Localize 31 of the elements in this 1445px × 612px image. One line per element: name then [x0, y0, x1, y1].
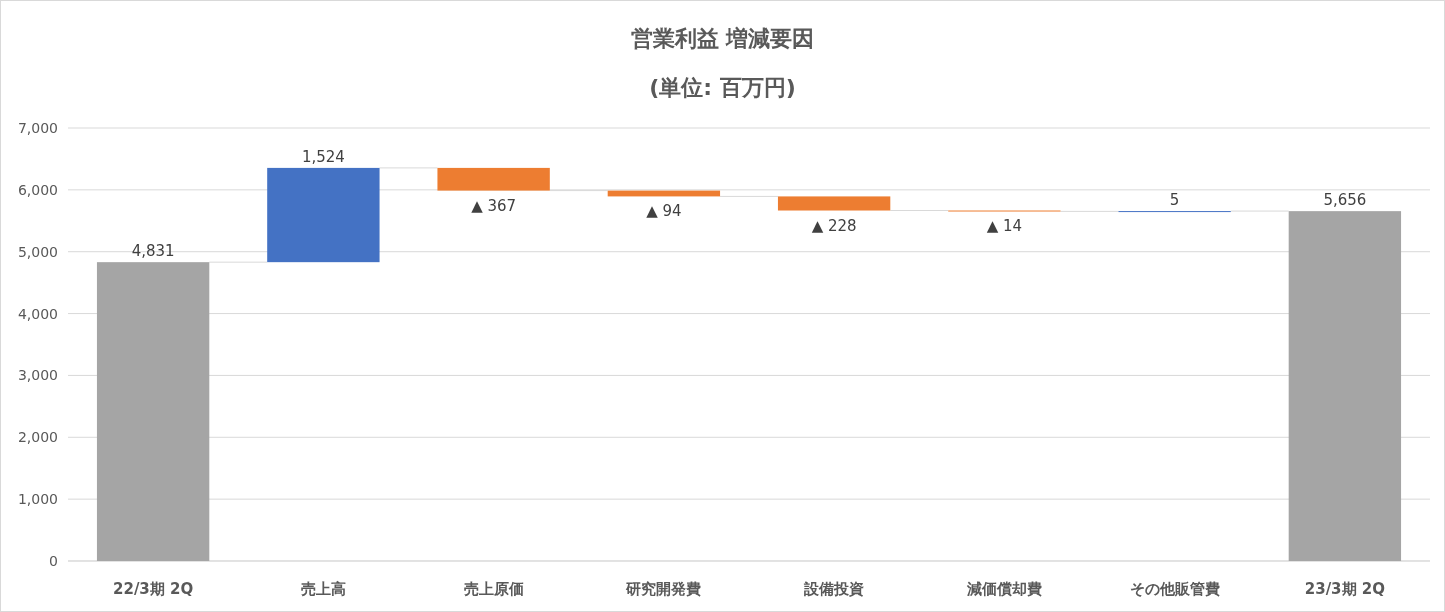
x-tick-label: 22/3期 2Q	[113, 580, 194, 598]
x-tick-label: 減価償却費	[965, 580, 1042, 598]
x-tick-label: 売上原価	[463, 580, 524, 598]
data-label: ▲ 94	[646, 202, 682, 221]
data-label: ▲ 228	[811, 216, 857, 235]
y-tick-label: 1,000	[17, 491, 58, 508]
x-tick-label: その他販管費	[1129, 580, 1220, 598]
chart-title: 営業利益 増減要因	[630, 26, 815, 51]
x-tick-label: 売上高	[300, 580, 346, 598]
y-tick-label: 4,000	[17, 305, 58, 322]
data-label: 4,831	[131, 242, 175, 261]
bar	[96, 262, 210, 561]
bar	[437, 167, 550, 191]
y-tick-label: 7,000	[17, 120, 58, 136]
x-tick-label: 研究開発費	[625, 580, 702, 598]
y-tick-label: 3,000	[17, 367, 58, 384]
data-label: 1,524	[301, 147, 345, 166]
data-label: 5	[1169, 191, 1180, 210]
bar	[777, 196, 891, 211]
bar	[1288, 211, 1402, 561]
y-tick-label: 0	[49, 553, 58, 569]
x-tick-label: 設備投資	[803, 580, 865, 598]
chart-subtitle: (単位: 百万円)	[649, 75, 796, 100]
x-tick-label: 23/3期 2Q	[1304, 580, 1385, 598]
y-tick-label: 5,000	[17, 243, 58, 260]
data-label: ▲ 367	[471, 196, 517, 215]
y-tick-label: 6,000	[17, 181, 58, 198]
y-tick-label: 2,000	[17, 429, 58, 446]
bar	[267, 167, 380, 263]
data-label: ▲ 14	[986, 217, 1023, 236]
data-label: 5,656	[1323, 191, 1367, 210]
